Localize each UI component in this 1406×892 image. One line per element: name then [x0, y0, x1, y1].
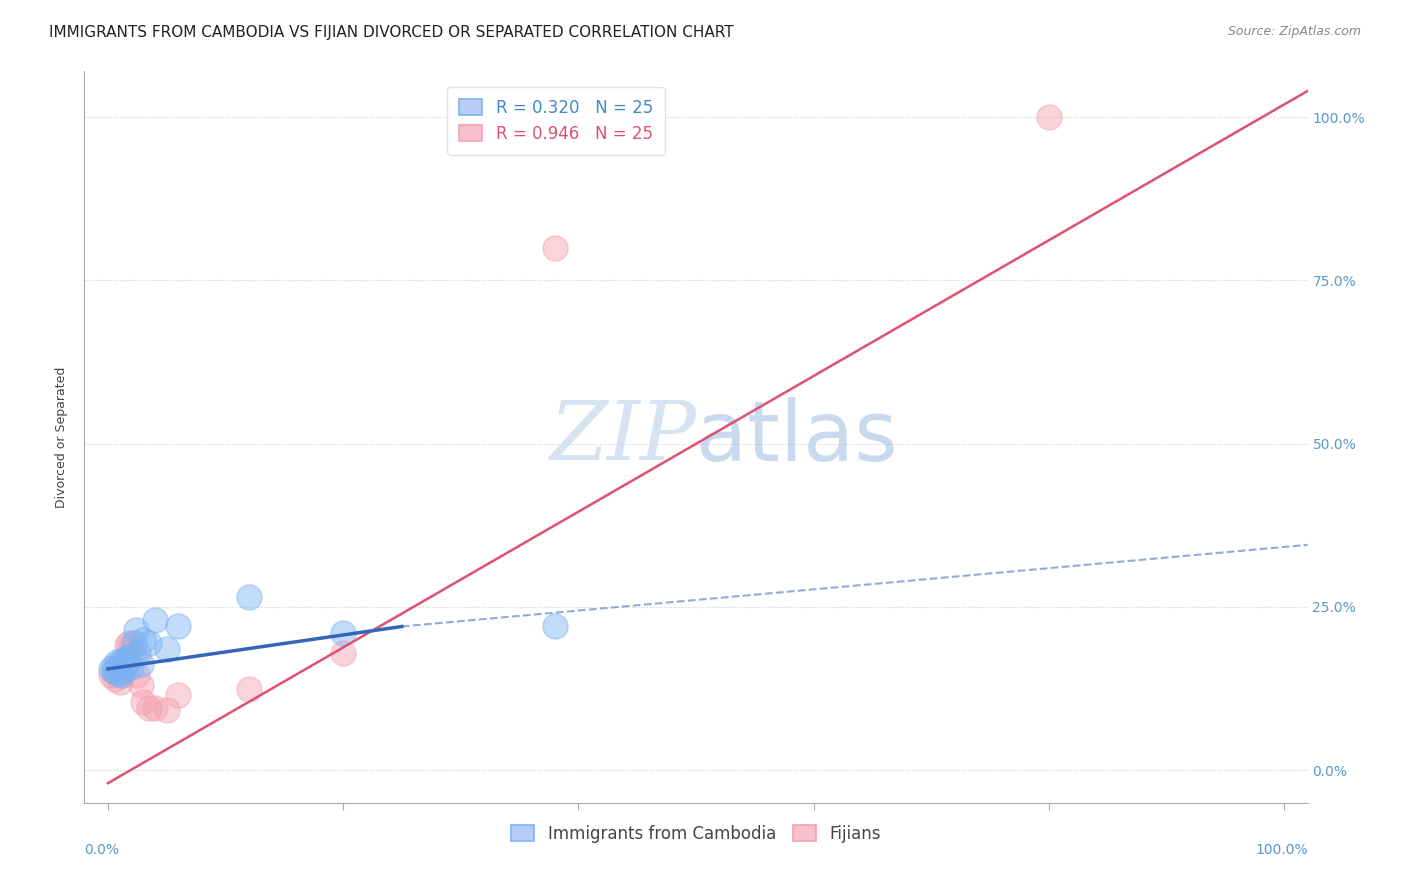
Point — [111, 653, 134, 667]
Point — [110, 657, 132, 672]
Point — [107, 666, 129, 681]
Point — [167, 688, 190, 702]
Point — [108, 675, 131, 690]
Point — [100, 668, 122, 682]
Point — [114, 653, 136, 667]
Point — [138, 636, 160, 650]
Point — [125, 623, 148, 637]
Text: IMMIGRANTS FROM CAMBODIA VS FIJIAN DIVORCED OR SEPARATED CORRELATION CHART: IMMIGRANTS FROM CAMBODIA VS FIJIAN DIVOR… — [49, 25, 734, 40]
Point — [156, 703, 179, 717]
Point — [332, 646, 354, 660]
Point — [143, 613, 166, 627]
Legend: Immigrants from Cambodia, Fijians: Immigrants from Cambodia, Fijians — [505, 818, 887, 849]
Point — [332, 626, 354, 640]
Point — [104, 672, 127, 686]
Point — [115, 638, 138, 652]
Point — [238, 590, 260, 604]
Point — [132, 695, 155, 709]
Point — [238, 681, 260, 696]
Point — [138, 701, 160, 715]
Point — [114, 652, 136, 666]
Point — [104, 665, 127, 680]
Point — [156, 642, 179, 657]
Point — [120, 660, 142, 674]
Point — [108, 660, 131, 674]
Point — [118, 648, 141, 663]
Point — [107, 666, 129, 681]
Point — [129, 657, 152, 672]
Point — [132, 632, 155, 647]
Text: Source: ZipAtlas.com: Source: ZipAtlas.com — [1227, 25, 1361, 38]
Text: 0.0%: 0.0% — [84, 843, 120, 857]
Point — [544, 241, 567, 255]
Y-axis label: Divorced or Separated: Divorced or Separated — [55, 367, 69, 508]
Point — [112, 664, 135, 678]
Point — [103, 664, 125, 678]
Point — [118, 636, 141, 650]
Point — [129, 678, 152, 692]
Point — [1038, 110, 1060, 124]
Point — [100, 662, 122, 676]
Point — [111, 668, 134, 682]
Point — [167, 619, 190, 633]
Point — [122, 648, 145, 663]
Point — [110, 668, 132, 682]
Text: atlas: atlas — [696, 397, 897, 477]
Point — [544, 619, 567, 633]
Point — [103, 658, 125, 673]
Point — [105, 662, 128, 676]
Point — [122, 636, 145, 650]
Point — [105, 656, 128, 670]
Point — [127, 646, 149, 660]
Point — [143, 701, 166, 715]
Point — [127, 668, 149, 682]
Point — [112, 660, 135, 674]
Text: ZIP: ZIP — [550, 397, 696, 477]
Point — [115, 657, 138, 671]
Text: 100.0%: 100.0% — [1256, 843, 1308, 857]
Point — [120, 640, 142, 655]
